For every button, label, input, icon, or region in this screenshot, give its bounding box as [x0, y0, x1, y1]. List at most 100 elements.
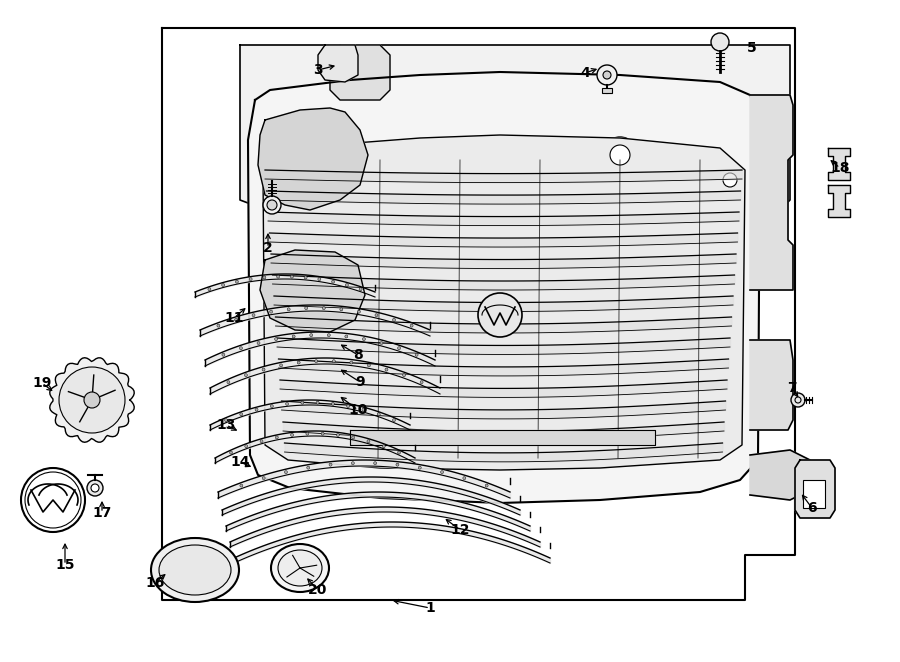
Circle shape — [245, 373, 248, 377]
Text: 16: 16 — [145, 576, 165, 590]
Circle shape — [597, 65, 617, 85]
Circle shape — [236, 280, 238, 283]
Circle shape — [332, 359, 336, 363]
Circle shape — [603, 71, 611, 79]
Polygon shape — [330, 45, 390, 100]
Circle shape — [292, 335, 295, 338]
Text: 13: 13 — [216, 418, 236, 432]
Circle shape — [363, 338, 365, 340]
Circle shape — [249, 277, 252, 281]
Ellipse shape — [151, 538, 239, 602]
Circle shape — [301, 401, 304, 404]
Circle shape — [396, 463, 399, 466]
Circle shape — [375, 314, 378, 316]
Circle shape — [262, 477, 266, 479]
Text: 11: 11 — [224, 311, 244, 325]
Circle shape — [305, 307, 308, 310]
Circle shape — [239, 347, 242, 350]
Circle shape — [262, 368, 265, 371]
Circle shape — [306, 432, 309, 435]
Circle shape — [711, 33, 729, 51]
Ellipse shape — [278, 550, 322, 586]
Circle shape — [291, 434, 293, 436]
Circle shape — [217, 324, 220, 327]
Circle shape — [340, 308, 343, 311]
Text: 1: 1 — [425, 601, 435, 615]
Circle shape — [322, 307, 325, 310]
Circle shape — [380, 342, 383, 344]
Circle shape — [315, 359, 318, 363]
Circle shape — [398, 451, 400, 454]
Circle shape — [723, 173, 737, 187]
Circle shape — [284, 471, 287, 473]
Circle shape — [610, 145, 630, 165]
Circle shape — [791, 393, 805, 407]
Circle shape — [240, 484, 243, 487]
Circle shape — [287, 308, 290, 311]
Circle shape — [235, 318, 238, 321]
Circle shape — [602, 137, 638, 173]
Circle shape — [362, 408, 365, 411]
Circle shape — [359, 288, 362, 291]
Circle shape — [316, 401, 320, 404]
Circle shape — [402, 373, 406, 377]
Circle shape — [374, 461, 376, 465]
Circle shape — [263, 196, 281, 214]
Circle shape — [310, 334, 312, 337]
Circle shape — [91, 484, 99, 492]
Polygon shape — [50, 357, 134, 442]
Circle shape — [59, 367, 125, 433]
Polygon shape — [795, 460, 835, 518]
Circle shape — [275, 436, 278, 439]
Circle shape — [716, 166, 744, 194]
Ellipse shape — [271, 544, 329, 592]
Circle shape — [274, 338, 277, 340]
Circle shape — [208, 288, 211, 291]
Polygon shape — [263, 135, 745, 470]
Circle shape — [478, 293, 522, 337]
Polygon shape — [240, 45, 790, 230]
Circle shape — [410, 324, 413, 327]
Circle shape — [463, 477, 466, 479]
Circle shape — [350, 361, 353, 364]
Circle shape — [245, 445, 248, 448]
Polygon shape — [828, 148, 850, 180]
Text: 20: 20 — [309, 583, 328, 597]
Circle shape — [337, 434, 339, 436]
Circle shape — [329, 463, 332, 466]
Text: 3: 3 — [313, 63, 323, 77]
Circle shape — [280, 364, 283, 367]
Circle shape — [285, 402, 289, 405]
Circle shape — [392, 418, 395, 422]
Polygon shape — [260, 250, 365, 332]
Text: 10: 10 — [348, 403, 368, 417]
Circle shape — [346, 283, 348, 287]
Circle shape — [367, 364, 371, 367]
Polygon shape — [750, 95, 793, 290]
Circle shape — [418, 466, 421, 469]
Circle shape — [357, 310, 360, 313]
Circle shape — [346, 404, 350, 408]
Text: 14: 14 — [230, 455, 250, 469]
Circle shape — [224, 418, 228, 422]
Circle shape — [392, 318, 395, 321]
Circle shape — [304, 276, 307, 279]
Text: 17: 17 — [93, 506, 112, 520]
Text: 6: 6 — [807, 501, 817, 515]
Circle shape — [440, 471, 444, 473]
Text: 19: 19 — [32, 376, 51, 390]
Circle shape — [398, 347, 400, 350]
Polygon shape — [248, 72, 760, 503]
Circle shape — [351, 461, 355, 465]
Text: 7: 7 — [788, 381, 796, 395]
Circle shape — [84, 392, 100, 408]
Polygon shape — [828, 185, 850, 217]
Circle shape — [321, 432, 324, 435]
Text: 8: 8 — [353, 348, 363, 362]
Circle shape — [485, 484, 488, 487]
Text: 12: 12 — [450, 523, 470, 537]
Circle shape — [257, 342, 260, 344]
Circle shape — [270, 404, 274, 408]
Circle shape — [227, 381, 230, 384]
Circle shape — [307, 466, 310, 469]
